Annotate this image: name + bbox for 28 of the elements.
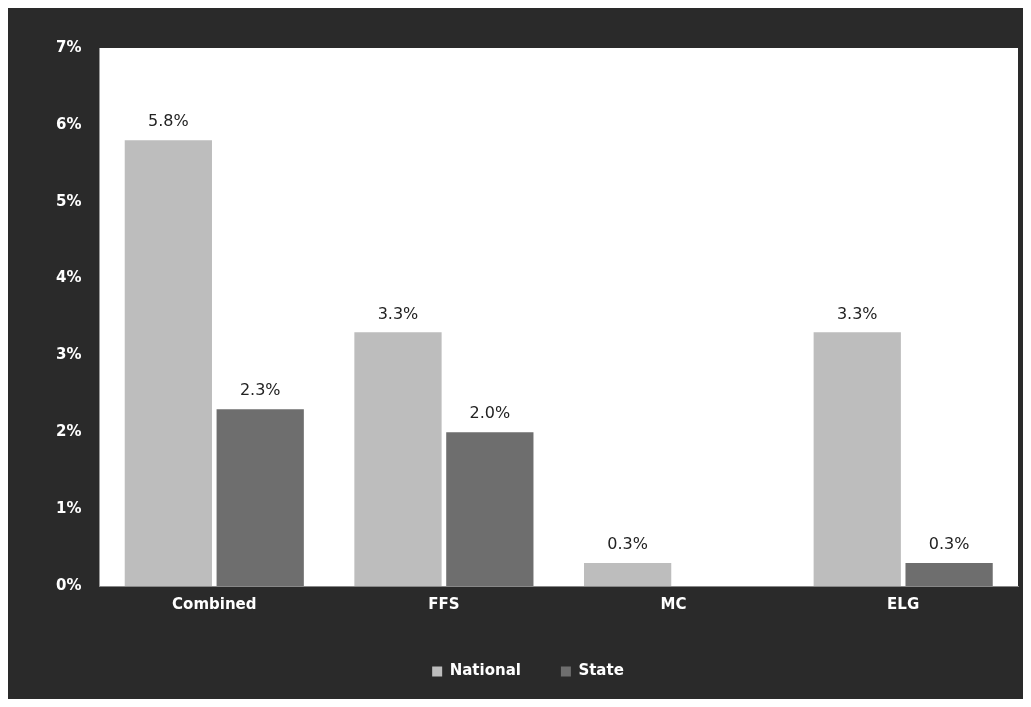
bar <box>446 432 534 586</box>
bar <box>354 332 442 586</box>
y-tick-label: 4% <box>56 268 82 287</box>
y-tick-label: 6% <box>56 114 82 133</box>
x-tick-label: MC <box>660 594 687 613</box>
x-tick-label: ELG <box>887 594 920 613</box>
bar <box>905 562 993 586</box>
data-label: 2.3% <box>239 380 281 400</box>
data-label: 0.3% <box>928 534 970 554</box>
y-tick-label: 3% <box>56 345 82 364</box>
y-tick-label: 7% <box>56 37 82 56</box>
data-label: 3.3% <box>377 303 419 323</box>
data-label: 5.8% <box>148 111 189 131</box>
y-tick-label: 1% <box>56 499 82 518</box>
y-tick-label: 5% <box>56 191 82 210</box>
bar <box>124 140 212 586</box>
bar <box>583 562 672 586</box>
bar <box>216 409 304 586</box>
data-label: 3.3% <box>836 303 878 323</box>
x-tick-label: Combined <box>172 594 257 613</box>
legend-label: State <box>578 661 624 680</box>
bar <box>813 332 901 586</box>
data-label: 2.0% <box>469 403 511 423</box>
y-tick-label: 0% <box>56 575 82 594</box>
data-label: 0.3% <box>607 534 648 554</box>
legend-label: National <box>449 661 521 680</box>
y-tick-label: 2% <box>56 422 82 441</box>
x-tick-label: FFS <box>428 594 460 613</box>
